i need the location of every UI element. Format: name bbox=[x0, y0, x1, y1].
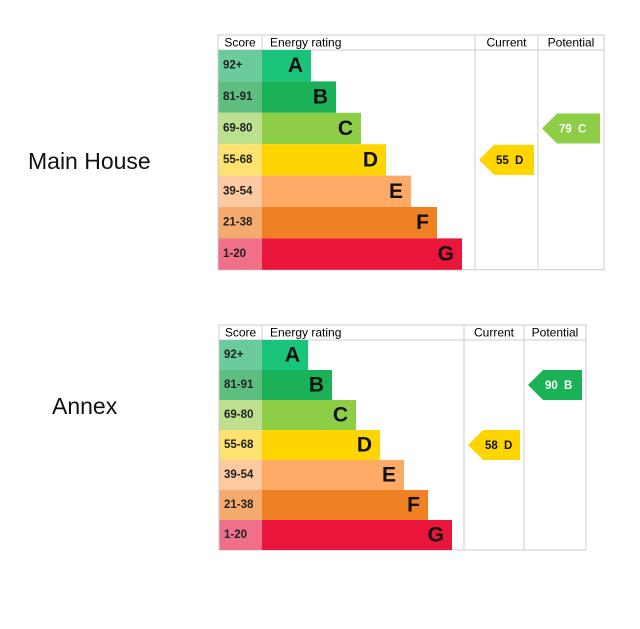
rating-bar bbox=[262, 490, 428, 520]
rating-letter: C bbox=[338, 117, 353, 140]
current-value: 55 bbox=[496, 155, 509, 167]
rating-letter: C bbox=[333, 404, 348, 427]
score-label: 1-20 bbox=[223, 248, 246, 260]
rating-letter: G bbox=[438, 243, 454, 266]
score-label: 69-80 bbox=[224, 409, 253, 421]
score-label: 21-38 bbox=[224, 499, 254, 511]
header-current: Current bbox=[474, 326, 515, 340]
rating-bar bbox=[262, 520, 452, 550]
property-name: Annex bbox=[52, 393, 118, 419]
score-cell bbox=[219, 460, 262, 490]
rating-letter: E bbox=[382, 464, 396, 487]
rating-letter: E bbox=[389, 180, 403, 203]
rating-bar bbox=[262, 340, 308, 370]
score-cell bbox=[218, 207, 262, 239]
score-cell bbox=[218, 238, 262, 270]
header-rating: Energy rating bbox=[270, 36, 341, 50]
potential-arrow bbox=[542, 113, 600, 144]
rating-bar bbox=[262, 400, 356, 430]
score-cell bbox=[219, 340, 262, 370]
rating-letter: A bbox=[285, 344, 300, 367]
score-cell bbox=[219, 520, 262, 550]
score-label: 81-91 bbox=[223, 91, 253, 103]
score-cell bbox=[218, 50, 262, 82]
score-cell bbox=[218, 81, 262, 113]
score-label: 92+ bbox=[224, 349, 244, 361]
potential-letter: B bbox=[564, 380, 572, 392]
rating-bar bbox=[262, 430, 380, 460]
current-arrow bbox=[468, 430, 520, 460]
score-cell bbox=[218, 112, 262, 145]
current-letter: D bbox=[515, 155, 523, 167]
score-cell bbox=[219, 400, 262, 430]
score-label: 55-68 bbox=[224, 439, 254, 451]
rating-letter: B bbox=[309, 374, 324, 397]
header-rating: Energy rating bbox=[270, 326, 341, 340]
current-value: 58 bbox=[485, 440, 498, 452]
rating-letter: A bbox=[288, 54, 303, 77]
score-label: 92+ bbox=[223, 60, 243, 72]
current-arrow bbox=[479, 144, 534, 175]
rating-letter: F bbox=[416, 211, 429, 234]
epc-chart: Main House Score Energy rating Current Poten… bbox=[28, 34, 605, 271]
current-letter: D bbox=[504, 440, 512, 452]
score-label: 21-38 bbox=[223, 217, 253, 229]
rating-letter: D bbox=[363, 148, 378, 171]
rating-letter: F bbox=[407, 494, 420, 517]
score-label: 81-91 bbox=[224, 379, 254, 391]
rating-letter: B bbox=[313, 86, 328, 109]
score-cell bbox=[219, 370, 262, 400]
score-cell bbox=[218, 144, 262, 176]
rating-bar bbox=[262, 50, 311, 82]
header-score: Score bbox=[225, 326, 257, 340]
score-label: 69-80 bbox=[223, 123, 252, 135]
rating-letter: G bbox=[428, 524, 444, 547]
score-label: 39-54 bbox=[224, 469, 254, 481]
rating-bar bbox=[262, 175, 411, 207]
rating-letter: D bbox=[357, 434, 372, 457]
header-score: Score bbox=[224, 36, 256, 50]
potential-value: 90 bbox=[545, 380, 558, 392]
score-cell bbox=[219, 430, 262, 460]
header-potential: Potential bbox=[548, 36, 595, 50]
header-potential: Potential bbox=[532, 326, 579, 340]
score-label: 39-54 bbox=[223, 185, 253, 197]
rating-bar bbox=[262, 81, 336, 113]
potential-arrow bbox=[528, 370, 582, 400]
potential-value: 79 bbox=[559, 124, 572, 136]
rating-bar bbox=[262, 370, 332, 400]
rating-bar bbox=[262, 144, 386, 176]
property-name: Main House bbox=[28, 148, 151, 174]
score-label: 55-68 bbox=[223, 154, 253, 166]
score-cell bbox=[219, 490, 262, 520]
score-cell bbox=[218, 175, 262, 207]
potential-letter: C bbox=[578, 124, 586, 136]
rating-bar bbox=[262, 207, 437, 239]
header-current: Current bbox=[486, 36, 527, 50]
rating-bar bbox=[262, 238, 462, 270]
epc-chart: Annex Score Energy rating Current Potential 9… bbox=[52, 324, 587, 551]
rating-bar bbox=[262, 460, 404, 490]
score-label: 1-20 bbox=[224, 529, 247, 541]
rating-bar bbox=[262, 112, 361, 145]
